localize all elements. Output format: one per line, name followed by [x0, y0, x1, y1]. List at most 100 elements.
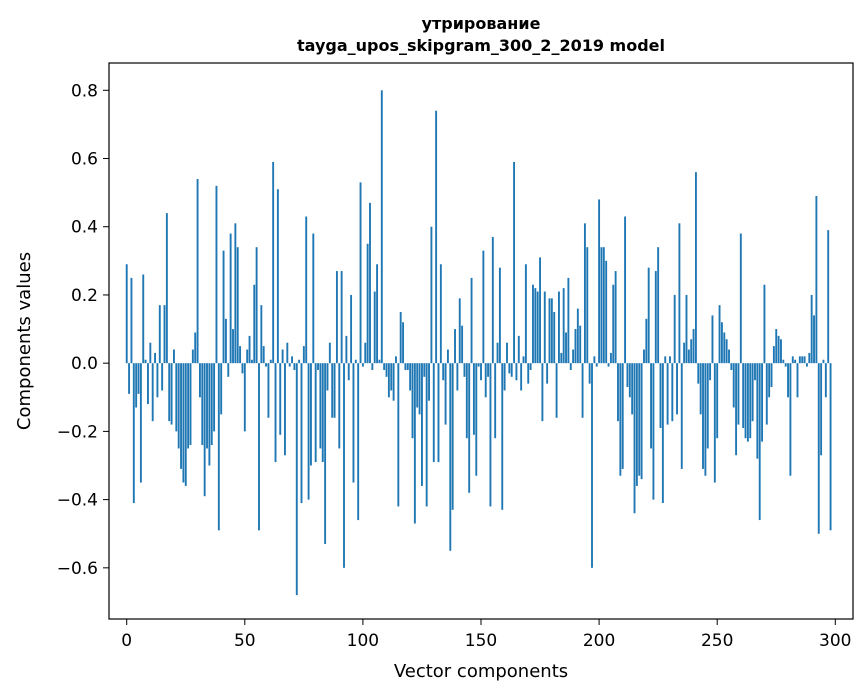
- bar: [142, 274, 145, 364]
- bar: [258, 363, 260, 531]
- bar: [569, 363, 572, 370]
- bar: [269, 359, 272, 364]
- bar: [517, 335, 520, 364]
- bar: [442, 363, 445, 381]
- bar: [331, 363, 334, 418]
- bar: [742, 363, 745, 428]
- bar: [550, 298, 553, 364]
- bar: [806, 363, 808, 367]
- bar: [659, 363, 662, 428]
- y-tick-label: −0.6: [57, 559, 98, 579]
- bar: [501, 363, 504, 510]
- bar: [730, 363, 733, 370]
- bar: [149, 342, 152, 364]
- bar: [465, 363, 468, 439]
- bar: [678, 223, 681, 364]
- x-tick-label: 250: [701, 631, 733, 651]
- bar: [165, 213, 168, 364]
- bar: [418, 363, 421, 415]
- bar: [345, 335, 348, 364]
- bar: [524, 264, 527, 364]
- bar: [711, 315, 714, 364]
- bar: [619, 363, 622, 476]
- bar: [390, 363, 393, 391]
- bar: [291, 356, 293, 364]
- bar: [633, 363, 636, 514]
- bar: [406, 363, 409, 370]
- x-tick-label: 100: [347, 631, 379, 651]
- bar: [319, 363, 322, 449]
- y-tick-label: 0.8: [71, 81, 98, 101]
- bar: [470, 277, 473, 364]
- bar: [156, 363, 159, 398]
- bar: [732, 363, 735, 408]
- bar: [595, 363, 598, 367]
- bar: [782, 359, 785, 364]
- y-tick-label: −0.2: [57, 422, 98, 442]
- bar: [647, 267, 650, 364]
- chart-subtitle: tayga_upos_skipgram_300_2_2019 model: [297, 36, 665, 55]
- bar: [680, 363, 683, 469]
- bar: [737, 363, 740, 425]
- bar: [302, 346, 305, 364]
- bar: [813, 315, 815, 364]
- bar: [628, 363, 631, 398]
- bar: [768, 363, 771, 398]
- bar: [690, 339, 693, 364]
- bar: [749, 363, 752, 439]
- bar: [508, 363, 511, 374]
- bar: [461, 325, 464, 364]
- bar: [770, 363, 773, 388]
- bar: [250, 359, 253, 364]
- bar: [366, 243, 369, 364]
- bar: [609, 352, 612, 364]
- bar: [395, 356, 397, 364]
- bar: [439, 264, 442, 364]
- bar: [520, 363, 523, 391]
- bar: [385, 363, 388, 377]
- bar: [643, 349, 645, 364]
- bar: [817, 363, 820, 534]
- bar: [744, 363, 747, 439]
- bar: [446, 349, 449, 364]
- bar: [423, 363, 426, 377]
- bar: [673, 294, 676, 364]
- bar: [276, 189, 279, 364]
- bar: [300, 363, 303, 504]
- bar: [510, 363, 513, 377]
- bar: [482, 250, 485, 364]
- bar: [220, 363, 223, 415]
- bar: [565, 332, 567, 364]
- bar: [274, 363, 277, 463]
- bar: [796, 363, 799, 398]
- bar: [650, 363, 652, 449]
- bar: [232, 329, 234, 364]
- bar: [189, 363, 192, 446]
- bar: [558, 291, 560, 364]
- bar: [213, 363, 216, 432]
- y-tick-label: −0.4: [57, 491, 98, 511]
- bar: [203, 363, 206, 497]
- bar: [579, 325, 582, 364]
- x-axis: 0 50 100 150 200 250 300: [121, 619, 852, 651]
- bar: [399, 312, 402, 364]
- bar: [567, 277, 570, 364]
- bar: [657, 247, 660, 364]
- bar: [586, 247, 589, 364]
- bar: [798, 356, 801, 364]
- bar: [409, 363, 412, 391]
- bar: [305, 216, 308, 364]
- bar: [640, 363, 643, 480]
- bar: [652, 363, 655, 500]
- bar: [432, 363, 435, 463]
- bar: [829, 363, 832, 531]
- bar: [333, 363, 336, 418]
- bar: [477, 363, 480, 367]
- bar: [713, 363, 716, 483]
- bar: [413, 363, 416, 524]
- bar: [808, 352, 811, 364]
- bar: [539, 257, 541, 364]
- bar: [383, 363, 386, 370]
- bar: [234, 223, 237, 364]
